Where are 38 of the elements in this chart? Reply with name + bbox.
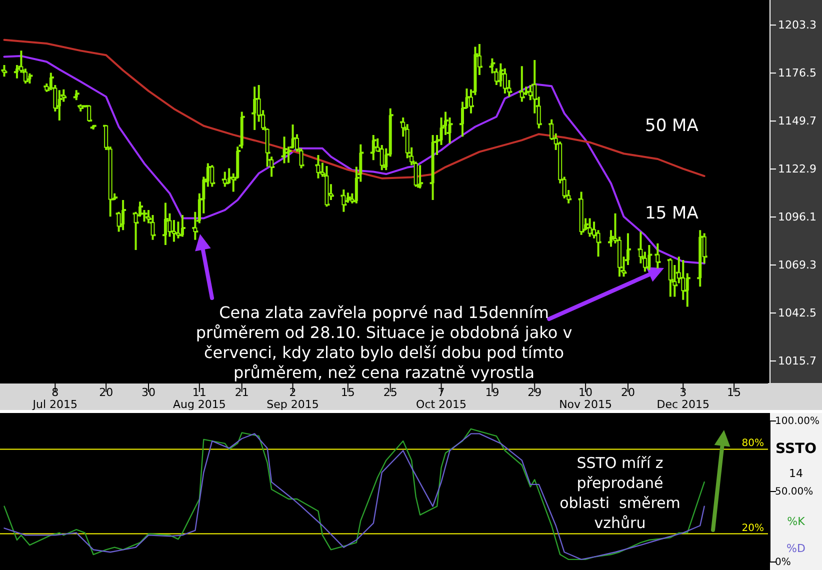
x-tick-label: 15 <box>340 386 355 399</box>
y-tick-label: 1042.5 <box>778 306 816 320</box>
series-label: 15 MA <box>645 203 699 224</box>
line-series <box>3 38 706 180</box>
series-label: 50 MA <box>645 116 699 136</box>
y-tick-label: 1203.3 <box>778 18 816 32</box>
x-tick-label: 21 <box>234 386 249 399</box>
y-tick-label: 1149.7 <box>778 114 816 128</box>
x-tick-label: 29 <box>528 386 542 399</box>
x-tick-label: 3 Dec 2015 <box>656 386 710 411</box>
y-tick-label: 100.00% <box>775 416 820 428</box>
x-tick-label: 20 <box>620 386 635 399</box>
x-tick-label: 11 Aug 2015 <box>172 386 226 411</box>
text: %D <box>786 542 806 555</box>
text: 14 <box>789 467 803 480</box>
text: %K <box>787 515 806 528</box>
annotation: SSTO míří z přeprodané oblasti směrem vzhůru <box>560 454 680 532</box>
x-tick-label: 30 <box>142 386 156 399</box>
x-tick-label: 15 <box>727 386 742 399</box>
y-tick-label: 1122.9 <box>778 162 816 176</box>
ref-line-label: 20% <box>742 522 764 534</box>
y-tick-label: 1176.5 <box>778 66 816 80</box>
x-tick-label: 25 <box>383 386 398 399</box>
x-tick-label: 10 Nov 2015 <box>559 386 612 411</box>
y-tick-label: 1096.1 <box>778 210 816 224</box>
line-series <box>3 55 706 264</box>
ref-line-label: 80% <box>742 438 764 450</box>
y-tick-label: 1015.7 <box>778 354 816 368</box>
x-tick-label: 8 Jul 2015 <box>32 386 78 411</box>
text: SSTO <box>776 441 817 457</box>
y-tick-label: 1069.3 <box>778 258 816 272</box>
y-tick-label: 0% <box>775 557 791 568</box>
x-tick-label: 20 <box>99 386 114 399</box>
x-tick-label: 19 <box>485 386 500 399</box>
x-tick-label: 2 Sep 2015 <box>266 386 319 411</box>
y-tick-label: 50.00% <box>775 486 814 498</box>
x-tick-label: 7 Oct 2015 <box>416 386 467 411</box>
annotation: Cena zlata zavřela poprvé nad 15denním průměrem od 28.10. Situace je obdobná jako v červenci, kdy zlato bylo delší dobu pod tímto průměrem, než cena razatně vyrostla <box>196 303 572 382</box>
